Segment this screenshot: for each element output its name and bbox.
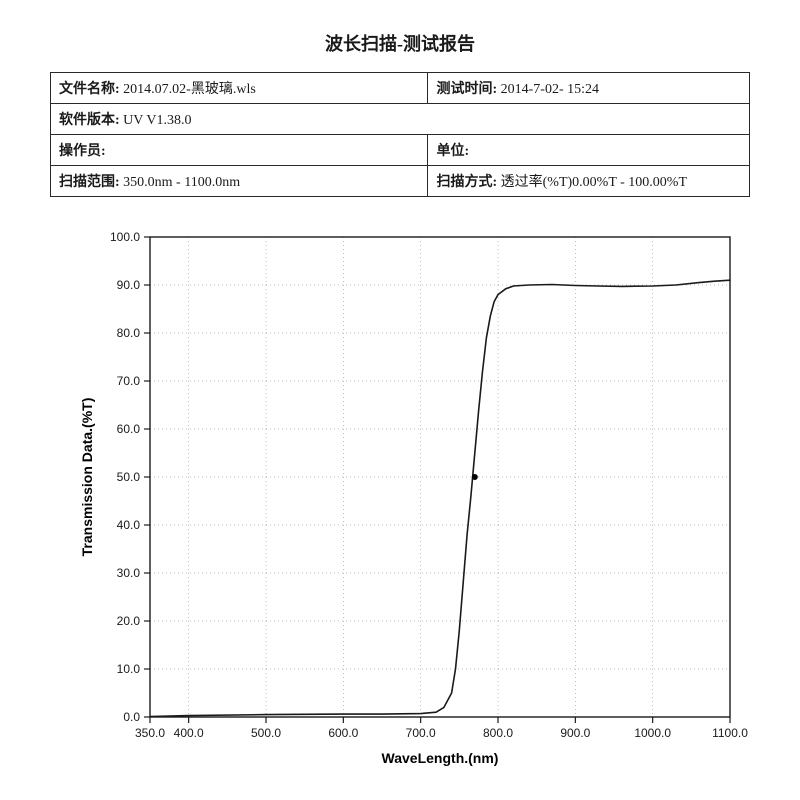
svg-text:70.0: 70.0 xyxy=(117,374,141,388)
chart-svg: 350.0 400.0 500.0 600.0 700.0 800.0 900.0 1000.… xyxy=(70,217,750,777)
svg-text:Transmission Data.(%T): Transmission Data.(%T) xyxy=(79,398,95,557)
svg-text:100.0: 100.0 xyxy=(110,230,140,244)
info-table: 文件名称: 2014.07.02-黑玻璃.wls 测试时间: 2014-7-02… xyxy=(50,72,750,197)
svg-text:10.0: 10.0 xyxy=(117,662,141,676)
table-row: 操作员: 单位: xyxy=(51,135,750,166)
svg-text:350.0: 350.0 xyxy=(135,726,165,740)
cell-unit: 单位: xyxy=(428,135,750,166)
cell-filename: 文件名称: 2014.07.02-黑玻璃.wls xyxy=(51,73,428,104)
svg-text:1100.0: 1100.0 xyxy=(712,726,748,740)
cell-operator: 操作员: xyxy=(51,135,428,166)
svg-text:WaveLength.(nm): WaveLength.(nm) xyxy=(382,750,499,766)
report-page: 波长扫描-测试报告 文件名称: 2014.07.02-黑玻璃.wls 测试时间:… xyxy=(0,0,800,800)
transmission-chart: 350.0 400.0 500.0 600.0 700.0 800.0 900.0 1000.… xyxy=(70,217,730,777)
svg-text:900.0: 900.0 xyxy=(560,726,590,740)
svg-text:50.0: 50.0 xyxy=(117,470,141,484)
svg-text:700.0: 700.0 xyxy=(406,726,436,740)
cell-scanmode: 扫描方式: 透过率(%T)0.00%T - 100.00%T xyxy=(428,166,750,197)
svg-text:90.0: 90.0 xyxy=(117,278,141,292)
table-row: 文件名称: 2014.07.02-黑玻璃.wls 测试时间: 2014-7-02… xyxy=(51,73,750,104)
table-row: 扫描范围: 350.0nm - 1100.0nm 扫描方式: 透过率(%T)0.… xyxy=(51,166,750,197)
cell-testtime: 测试时间: 2014-7-02- 15:24 xyxy=(428,73,750,104)
cell-scanrange: 扫描范围: 350.0nm - 1100.0nm xyxy=(51,166,428,197)
svg-text:1000.0: 1000.0 xyxy=(634,726,671,740)
svg-text:40.0: 40.0 xyxy=(117,518,141,532)
svg-text:800.0: 800.0 xyxy=(483,726,513,740)
svg-text:80.0: 80.0 xyxy=(117,326,141,340)
svg-text:400.0: 400.0 xyxy=(174,726,204,740)
report-title: 波长扫描-测试报告 xyxy=(0,30,800,56)
svg-text:600.0: 600.0 xyxy=(328,726,358,740)
cell-software: 软件版本: UV V1.38.0 xyxy=(51,104,750,135)
svg-text:30.0: 30.0 xyxy=(117,566,141,580)
svg-text:20.0: 20.0 xyxy=(117,614,141,628)
svg-text:60.0: 60.0 xyxy=(117,422,141,436)
svg-text:500.0: 500.0 xyxy=(251,726,281,740)
table-row: 软件版本: UV V1.38.0 xyxy=(51,104,750,135)
svg-text:0.0: 0.0 xyxy=(123,710,140,724)
